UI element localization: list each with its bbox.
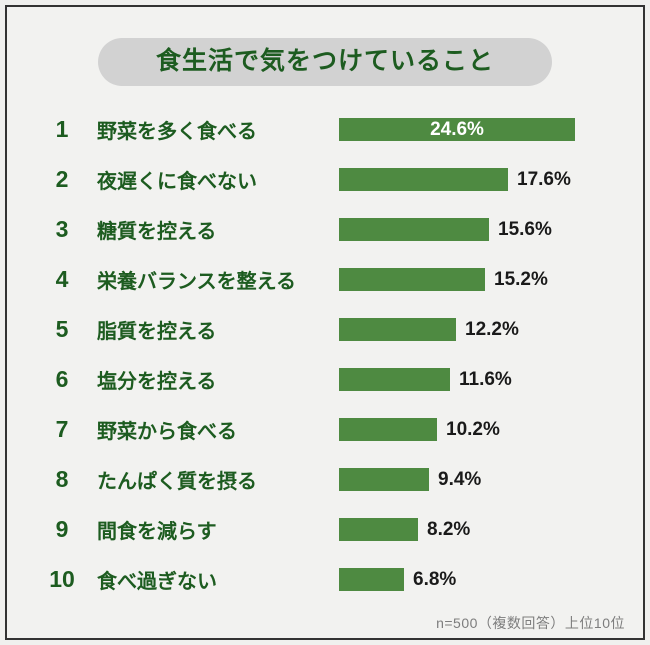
chart-row: 4 栄養バランスを整える 15.2% (35, 255, 643, 305)
value-label: 9.4% (438, 468, 482, 490)
category-label: 栄養バランスを整える (97, 271, 296, 293)
category-label: 脂質を控える (97, 321, 217, 343)
chart-row: 6 塩分を控える 11.6% (35, 355, 643, 405)
bar (339, 468, 429, 491)
chart-row: 10 食べ過ぎない 6.8% (35, 555, 643, 605)
rank-number: 8 (55, 466, 69, 492)
bar-track: 15.2% (339, 268, 643, 291)
category-label: 食べ過ぎない (97, 571, 217, 593)
value-label: 17.6% (517, 168, 571, 190)
bar-track: 11.6% (339, 368, 643, 391)
chart-row: 3 糖質を控える 15.6% (35, 205, 643, 255)
rank-number: 5 (55, 316, 69, 342)
rank-number: 1 (55, 116, 69, 142)
category-label: 間食を減らす (97, 521, 217, 543)
chart-row: 5 脂質を控える 12.2% (35, 305, 643, 355)
chart-row: 8 たんぱく質を摂る 9.4% (35, 455, 643, 505)
category-label: 野菜から食べる (97, 421, 237, 443)
sample-size-note: n=500（複数回答）上位10位 (436, 614, 625, 631)
chart-row: 9 間食を減らす 8.2% (35, 505, 643, 555)
rank-number: 4 (55, 266, 69, 292)
bar-track: 24.6% (339, 118, 643, 141)
bar-track: 10.2% (339, 418, 643, 441)
bar-track: 9.4% (339, 468, 643, 491)
bar (339, 518, 418, 541)
rank-number: 9 (55, 516, 69, 542)
category-label: 野菜を多く食べる (97, 121, 257, 143)
bar-track: 6.8% (339, 568, 643, 591)
bar-track: 12.2% (339, 318, 643, 341)
value-label: 8.2% (427, 518, 471, 540)
bar: 24.6% (339, 118, 575, 141)
category-label: 夜遅くに食べない (97, 171, 257, 193)
bar-chart: 1 野菜を多く食べる 24.6% 2 夜遅くに食べない 17.6% 3 糖質を控… (7, 105, 643, 605)
value-label: 6.8% (413, 568, 457, 590)
rank-number: 3 (55, 216, 69, 242)
value-label: 10.2% (446, 418, 500, 440)
rank-number: 2 (55, 166, 69, 192)
chart-row: 7 野菜から食べる 10.2% (35, 405, 643, 455)
value-label-inside: 24.6% (430, 118, 484, 140)
bar-track: 8.2% (339, 518, 643, 541)
bar (339, 568, 404, 591)
value-label: 12.2% (465, 318, 519, 340)
chart-title: 食生活で気をつけていること (97, 38, 552, 86)
bar (339, 218, 489, 241)
value-label: 11.6% (459, 368, 512, 390)
bar (339, 418, 437, 441)
value-label: 15.2% (494, 268, 548, 290)
bar (339, 168, 508, 191)
rank-number: 7 (55, 416, 69, 442)
rank-number: 6 (55, 366, 69, 392)
title-area: 食生活で気をつけていること (7, 38, 643, 86)
chart-row: 2 夜遅くに食べない 17.6% (35, 155, 643, 205)
chart-frame: 食生活で気をつけていること 1 野菜を多く食べる 24.6% 2 夜遅くに食べな… (5, 5, 645, 640)
bar (339, 268, 485, 291)
bar (339, 368, 450, 391)
bar (339, 318, 456, 341)
category-label: たんぱく質を摂る (97, 471, 257, 493)
value-label: 15.6% (498, 218, 552, 240)
bar-track: 17.6% (339, 168, 643, 191)
chart-row: 1 野菜を多く食べる 24.6% (35, 105, 643, 155)
rank-number: 10 (49, 566, 75, 592)
bar-track: 15.6% (339, 218, 643, 241)
category-label: 糖質を控える (97, 221, 217, 243)
category-label: 塩分を控える (97, 371, 217, 393)
